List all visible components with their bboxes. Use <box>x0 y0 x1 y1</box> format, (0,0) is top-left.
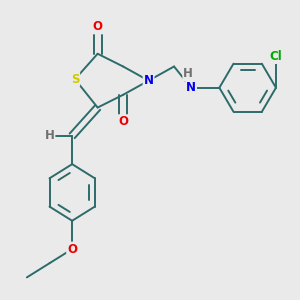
Text: H: H <box>183 67 193 80</box>
Text: O: O <box>67 243 77 256</box>
Text: Cl: Cl <box>270 50 282 63</box>
Text: S: S <box>71 73 79 86</box>
Text: N: N <box>144 74 154 87</box>
Text: O: O <box>93 20 103 33</box>
Text: N: N <box>186 81 196 94</box>
Text: O: O <box>118 115 128 128</box>
Text: H: H <box>45 129 54 142</box>
